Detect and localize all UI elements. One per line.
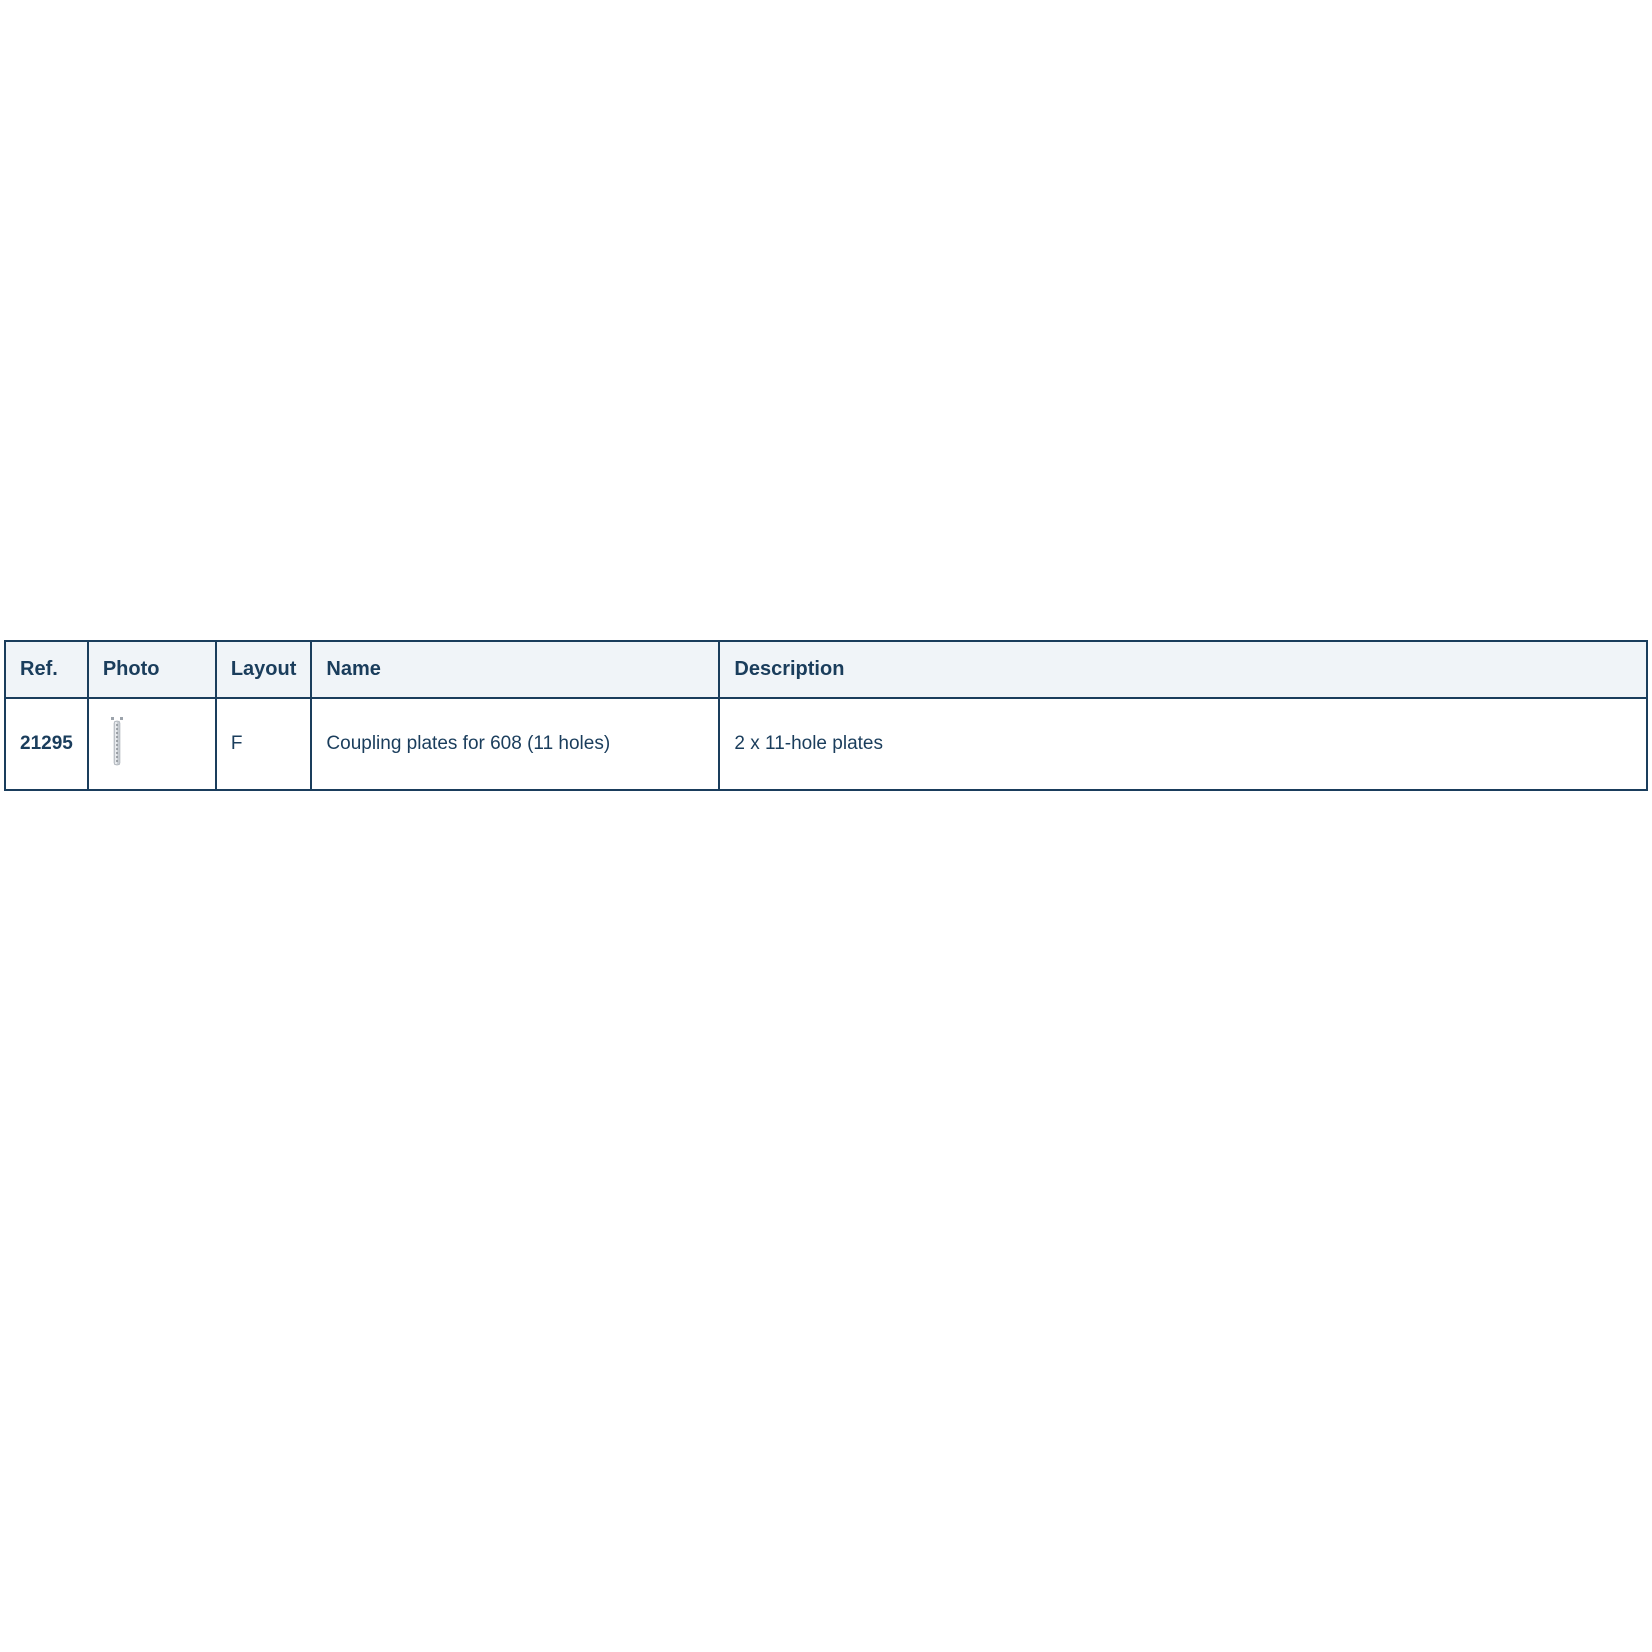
cell-description: 2 x 11-hole plates [719,698,1647,790]
header-description: Description [719,641,1647,698]
plate-icon [103,713,131,775]
cell-ref: 21295 [5,698,88,790]
table-header-row: Ref. Photo Layout Name Description [5,641,1647,698]
cell-name: Coupling plates for 608 (11 holes) [311,698,719,790]
header-ref: Ref. [5,641,88,698]
cell-photo [88,698,216,790]
cell-layout: F [216,698,312,790]
table-row: 21295 [5,698,1647,790]
product-table-container: Ref. Photo Layout Name Description 21295 [4,640,1648,791]
header-name: Name [311,641,719,698]
header-layout: Layout [216,641,312,698]
header-photo: Photo [88,641,216,698]
product-table: Ref. Photo Layout Name Description 21295 [4,640,1648,791]
